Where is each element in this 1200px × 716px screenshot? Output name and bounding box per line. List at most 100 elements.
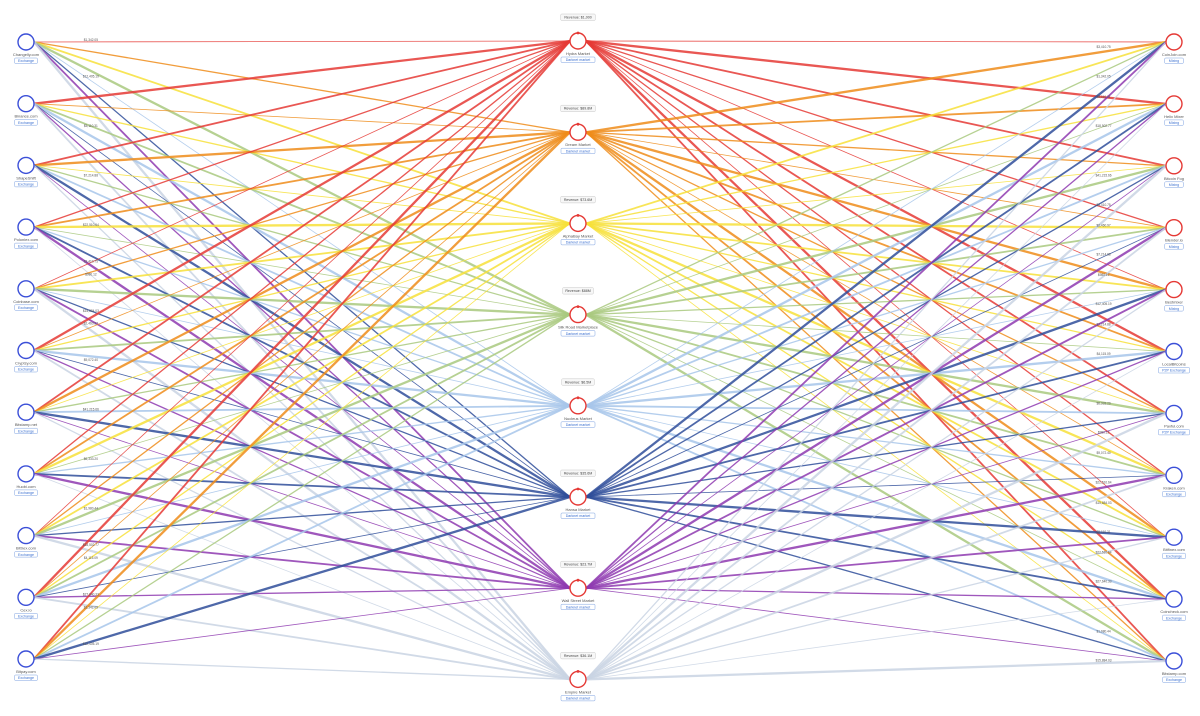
node-circle[interactable]	[1165, 404, 1183, 423]
flow-silk-road-marketplace-to-blender-io[interactable]	[585, 226, 1167, 316]
flow-silk-road-marketplace-to-kraken-com[interactable]	[585, 313, 1167, 477]
flow-shapeshift-to-hydra-market[interactable]	[33, 40, 571, 167]
flow-bitpay-com-to-hydra-market[interactable]	[33, 40, 571, 660]
node-circle[interactable]	[1165, 218, 1183, 237]
flow-dream-market-to-blender-io[interactable]	[585, 131, 1167, 229]
flow-cex-io-to-alphabay-market[interactable]	[33, 222, 571, 598]
flow-bitstamp-net-to-silk-road-marketplace[interactable]	[33, 313, 571, 413]
node-circle[interactable]	[1165, 466, 1183, 484]
flow-silk-road-marketplace-to-bitstamp-com[interactable]	[585, 313, 1167, 662]
right-node-helix-mixer[interactable]: Helix Mixer Mixing	[1164, 95, 1185, 126]
flow-cryptsy-com-to-nucleus-market[interactable]	[33, 349, 571, 407]
flow-hansa-market-to-coinjoin-com[interactable]	[585, 41, 1167, 498]
flow-nucleus-market-to-bitcoin-fog[interactable]	[585, 164, 1167, 407]
flow-nucleus-market-to-coincheck-com[interactable]	[585, 404, 1167, 601]
right-node-blender-io[interactable]: Blender.io Mixing	[1164, 218, 1184, 250]
flow-huobi-com-to-dream-market[interactable]	[33, 131, 571, 475]
flow-silk-road-marketplace-to-paxful-com[interactable]	[585, 313, 1167, 415]
flow-empire-market-to-bitcoin-fog[interactable]	[585, 164, 1167, 681]
right-node-bitcoin-fog[interactable]: Bitcoin Fog Mixing	[1164, 157, 1184, 188]
flow-wall-street-market-to-coincheck-com[interactable]	[585, 587, 1167, 600]
flow-empire-market-to-coincheck-com[interactable]	[585, 598, 1167, 680]
node-circle[interactable]	[1165, 280, 1183, 299]
node-circle[interactable]	[1165, 652, 1183, 670]
flow-alphabay-market-to-coinjoin-com[interactable]	[585, 41, 1167, 225]
flow-wall-street-market-to-bitstamp-com[interactable]	[585, 587, 1167, 662]
flow-silk-road-marketplace-to-bitcoin-fog[interactable]	[585, 164, 1167, 316]
flow-alphabay-market-to-bitfinex-com[interactable]	[585, 222, 1167, 538]
node-circle[interactable]	[17, 218, 35, 236]
flow-hansa-market-to-paxful-com[interactable]	[585, 412, 1167, 498]
market-node-empire-market[interactable]: Revenue: $36.1M Empire Market Darknet mark…	[560, 652, 596, 702]
flow-cex-io-to-hansa-market[interactable]	[33, 496, 571, 598]
flow-hydra-market-to-blender-io[interactable]	[585, 40, 1167, 229]
market-node-circle[interactable]	[569, 32, 587, 50]
flow-cryptsy-com-to-alphabay-market[interactable]	[33, 222, 571, 352]
flow-empire-market-to-bitfinex-com[interactable]	[585, 536, 1167, 681]
flow-wall-street-market-to-bitcoin-fog[interactable]	[585, 165, 1167, 589]
right-node-coinjoin-com[interactable]: CoinJoin.com Mixing	[1162, 33, 1187, 64]
flow-hydra-market-to-bitstamp-com[interactable]	[585, 40, 1167, 662]
flow-hydra-market-to-helix-mixer[interactable]	[585, 39, 1167, 106]
flow-cex-io-to-hydra-market[interactable]	[33, 40, 571, 599]
flow-wall-street-market-to-paxful-com[interactable]	[585, 413, 1167, 589]
flow-hansa-market-to-coincheck-com[interactable]	[585, 496, 1167, 600]
node-circle[interactable]	[17, 588, 35, 606]
flow-alphabay-market-to-coincheck-com[interactable]	[585, 222, 1167, 600]
flow-bitpay-com-to-nucleus-market[interactable]	[33, 404, 571, 660]
node-circle[interactable]	[17, 280, 35, 298]
flow-bitpay-com-to-wall-street-market[interactable]	[33, 587, 571, 660]
flow-bitstamp-net-to-dream-market[interactable]	[33, 131, 571, 414]
flow-wall-street-market-to-bestmixer[interactable]	[585, 288, 1167, 590]
node-circle[interactable]	[1165, 528, 1183, 546]
left-node-binance-com[interactable]: Binance.com Exchange	[14, 94, 38, 126]
flow-huobi-com-to-wall-street-market[interactable]	[33, 472, 571, 590]
flow-cryptsy-com-to-hansa-market[interactable]	[33, 350, 571, 498]
flow-bittrex-com-to-nucleus-market[interactable]	[33, 405, 571, 536]
flow-bitpay-com-to-hansa-market[interactable]	[33, 495, 571, 661]
market-node-circle[interactable]	[569, 123, 587, 141]
node-circle[interactable]	[1165, 342, 1183, 361]
flow-binance-com-to-hydra-market[interactable]	[33, 39, 571, 105]
flow-bittrex-com-to-dream-market[interactable]	[33, 131, 571, 537]
flow-dream-market-to-helix-mixer[interactable]	[585, 103, 1167, 134]
flow-hydra-market-to-bitcoin-fog[interactable]	[585, 40, 1167, 167]
flow-hansa-market-to-helix-mixer[interactable]	[585, 103, 1167, 498]
flow-dream-market-to-coincheck-com[interactable]	[585, 131, 1167, 600]
node-circle[interactable]	[17, 526, 35, 545]
flow-nucleus-market-to-bestmixer[interactable]	[585, 289, 1167, 407]
flow-changelly-com-to-wall-street-market[interactable]	[33, 41, 571, 589]
market-node-hansa-market[interactable]: Revenue: $35.6M Hansa Market Darknet marke…	[560, 469, 596, 519]
flow-changelly-com-to-silk-road-marketplace[interactable]	[33, 40, 571, 316]
flow-hydra-market-to-coinjoin-com[interactable]	[585, 40, 1167, 43]
flow-empire-market-to-coinjoin-com[interactable]	[585, 41, 1167, 680]
right-node-localbitcoins[interactable]: LocalBitcoins P2P Exchange	[1158, 342, 1190, 374]
flow-alphabay-market-to-bitstamp-com[interactable]	[585, 223, 1167, 662]
flow-bitstamp-net-to-hansa-market[interactable]	[33, 411, 571, 499]
flow-changelly-com-to-empire-market[interactable]	[33, 41, 571, 681]
flow-bitpay-com-to-silk-road-marketplace[interactable]	[33, 314, 571, 660]
flow-cex-io-to-dream-market[interactable]	[33, 131, 571, 598]
flow-binance-com-to-alphabay-market[interactable]	[33, 103, 571, 225]
flow-hansa-market-to-kraken-com[interactable]	[585, 474, 1167, 498]
node-circle[interactable]	[1165, 33, 1183, 51]
flow-changelly-com-to-alphabay-market[interactable]	[33, 41, 571, 225]
flow-coinbase-com-to-hydra-market[interactable]	[33, 40, 571, 290]
flow-dream-market-to-localbitcoins[interactable]	[585, 131, 1167, 353]
flow-wall-street-market-to-kraken-com[interactable]	[585, 474, 1167, 590]
right-node-bestmixer[interactable]: Bestmixer Mixing	[1164, 280, 1184, 312]
flow-alphabay-market-to-kraken-com[interactable]	[585, 222, 1167, 477]
flow-binance-com-to-wall-street-market[interactable]	[33, 103, 571, 589]
flow-nucleus-market-to-blender-io[interactable]	[585, 227, 1167, 407]
node-circle[interactable]	[17, 156, 35, 175]
flow-alphabay-market-to-paxful-com[interactable]	[585, 223, 1167, 414]
market-node-dream-market[interactable]: Revenue: $89.8M Dream Market Darknet marke…	[560, 104, 596, 154]
left-node-huobi-com[interactable]: Huobi.com Exchange	[14, 465, 38, 496]
node-circle[interactable]	[17, 465, 35, 483]
left-node-poloniex-com[interactable]: Poloniex.com Exchange	[14, 218, 39, 249]
flow-empire-market-to-blender-io[interactable]	[585, 226, 1167, 681]
flow-dream-market-to-bitstamp-com[interactable]	[585, 131, 1167, 662]
flow-nucleus-market-to-bitfinex-com[interactable]	[585, 405, 1167, 538]
flow-coinbase-com-to-alphabay-market[interactable]	[33, 222, 571, 290]
flow-dream-market-to-bestmixer[interactable]	[585, 131, 1167, 291]
